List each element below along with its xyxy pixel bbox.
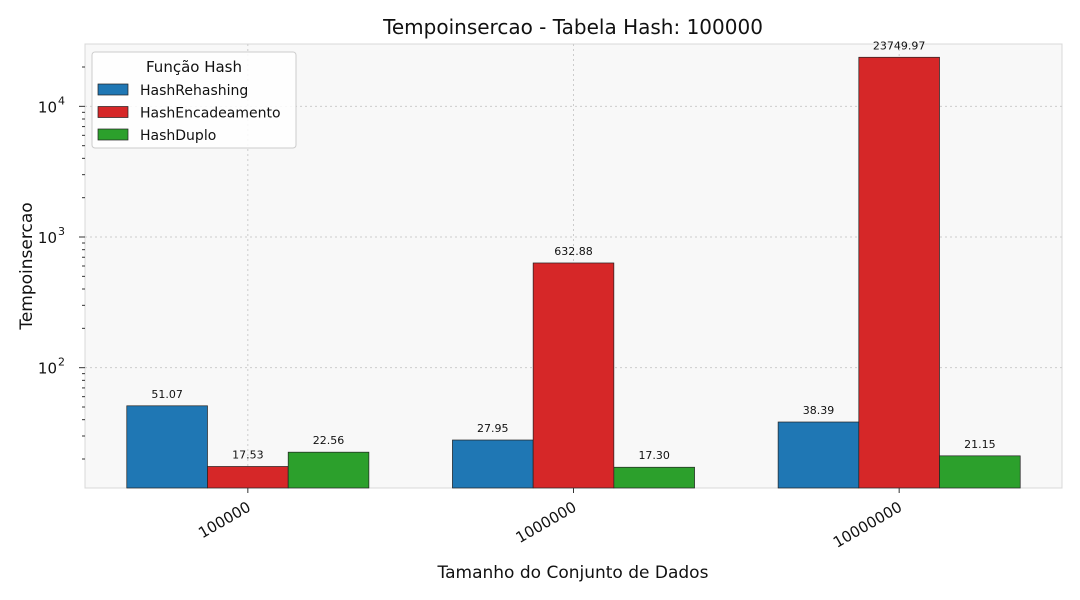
bar-hashrehashing-10000000 bbox=[777, 421, 860, 489]
x-tick-label: 100000 bbox=[195, 498, 254, 542]
y-tick-label-exponent: 4 bbox=[58, 94, 65, 107]
bar-hashduplo-1000000 bbox=[613, 466, 695, 489]
bar-value-label: 22.56 bbox=[313, 434, 345, 447]
legend-swatch-hashrehashing bbox=[97, 83, 129, 96]
bar-value-label: 38.39 bbox=[803, 404, 835, 417]
legend-box bbox=[91, 51, 297, 149]
x-axis-label: Tamanho do Conjunto de Dados bbox=[437, 563, 709, 583]
bar-value-label: 632.88 bbox=[554, 245, 593, 258]
bar-value-label: 51.07 bbox=[151, 388, 183, 401]
bar-value-label: 27.95 bbox=[477, 422, 509, 435]
y-tick-label: 10 bbox=[38, 98, 57, 116]
y-axis-label: Tempoinsercao bbox=[17, 202, 37, 330]
x-tick-label: 1000000 bbox=[513, 498, 580, 547]
data-labels: 51.07 27.95 38.39 17.53 632.88 23749.97 22.56 1… bbox=[151, 39, 995, 462]
bar-value-label: 21.15 bbox=[964, 438, 996, 451]
y-tick-label: 10 bbox=[38, 360, 57, 378]
legend-label-hashrehashing: HashRehashing bbox=[140, 83, 248, 99]
chart-title: Tempoinsercao - Tabela Hash: 100000 bbox=[382, 15, 763, 39]
bar-hashduplo-100000 bbox=[287, 451, 370, 489]
y-tick-label-exponent: 2 bbox=[58, 356, 65, 369]
x-tick-label: 10000000 bbox=[830, 498, 905, 552]
bar-hashencadeamento-100000 bbox=[207, 466, 289, 489]
bar-value-label: 17.30 bbox=[638, 449, 670, 462]
legend-label-hashencadeamento: HashEncadeamento bbox=[140, 106, 281, 122]
y-tick-label-exponent: 3 bbox=[58, 225, 65, 238]
legend-swatch-hashencadeamento bbox=[97, 106, 129, 118]
bar-hashencadeamento-10000000 bbox=[858, 56, 940, 489]
bar-value-label: 23749.97 bbox=[873, 39, 926, 52]
bar-value-label: 17.53 bbox=[232, 448, 264, 461]
legend-swatch-hashduplo bbox=[97, 128, 129, 141]
bar-hashrehashing-100000 bbox=[126, 405, 208, 489]
bar-hashrehashing-1000000 bbox=[452, 439, 534, 489]
bars bbox=[126, 56, 1021, 489]
bar-hashencadeamento-1000000 bbox=[532, 262, 615, 489]
legend-title: Função Hash bbox=[146, 58, 242, 76]
x-axis: 100000 1000000 10000000 bbox=[195, 488, 905, 552]
bar-hashduplo-10000000 bbox=[939, 455, 1021, 489]
y-tick-label: 10 bbox=[38, 229, 57, 247]
legend: Função Hash HashRehashing HashEncadeament… bbox=[91, 51, 297, 149]
legend-label-hashduplo: HashDuplo bbox=[140, 128, 216, 144]
